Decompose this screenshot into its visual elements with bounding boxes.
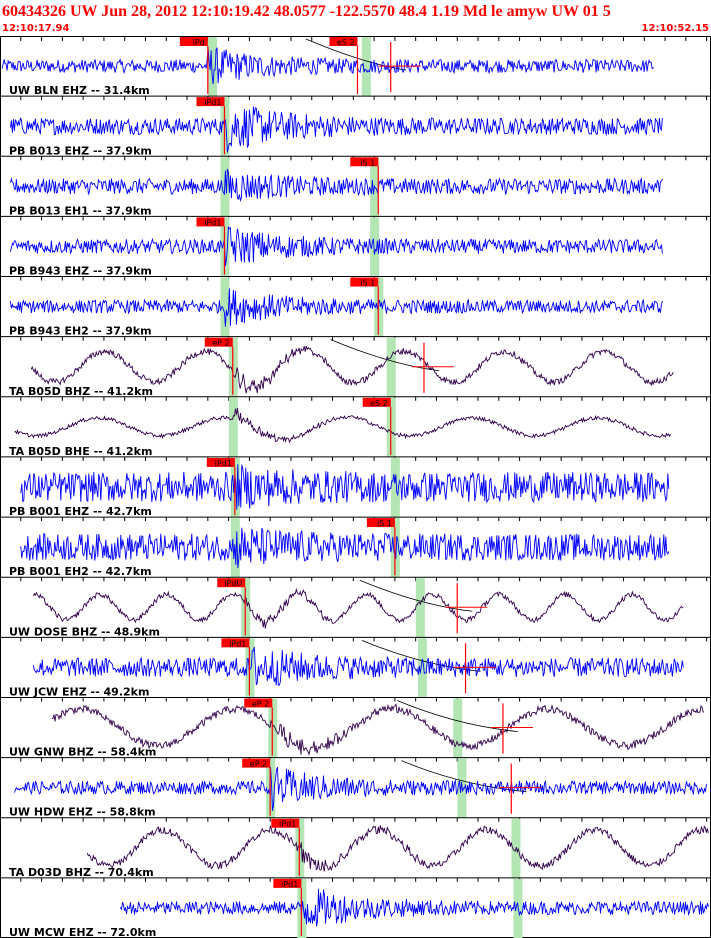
pick-box[interactable]	[244, 698, 273, 708]
pick-box[interactable]	[204, 337, 233, 347]
pick-box[interactable]	[362, 397, 391, 407]
panel-frame	[0, 36, 711, 938]
pick-label: iS 1	[360, 279, 375, 288]
pick-label: iPdU	[224, 579, 242, 588]
analysis-window	[207, 37, 217, 97]
analysis-window	[415, 578, 425, 638]
pick-box[interactable]	[179, 37, 208, 46]
predicted-curve	[359, 579, 473, 612]
pick-label: iPd1	[204, 218, 221, 227]
station-label: UW MCW EHZ -- 72.0km	[9, 926, 156, 938]
waveform-trace[interactable]	[9, 288, 663, 327]
pick-label: eP 2	[252, 699, 269, 708]
pick-label: iS 1	[377, 519, 392, 528]
pick-box[interactable]	[271, 818, 300, 828]
analysis-window	[390, 457, 400, 518]
analysis-window	[361, 37, 371, 97]
pick-box[interactable]	[273, 878, 302, 888]
pick-label: eP 2	[250, 760, 267, 769]
waveform-trace[interactable]	[86, 824, 709, 872]
station-label: UW DOSE BHZ -- 48.9km	[9, 625, 160, 638]
waveform-trace[interactable]	[14, 407, 671, 444]
seismogram-panel: iPd eS 2 UW BLN EHZ -- 31.4km iPd1 PB B013 E…	[0, 36, 711, 938]
analysis-window	[228, 397, 238, 457]
pick-box[interactable]	[329, 37, 358, 46]
analysis-window	[220, 277, 230, 337]
pick-box[interactable]	[221, 638, 250, 648]
waveform-trace[interactable]	[20, 527, 670, 569]
pick-label: eS 2	[337, 38, 355, 47]
station-label: UW HDW EHZ -- 58.8km	[9, 806, 156, 819]
waveform-trace[interactable]	[14, 766, 707, 811]
pick-label: eS 2	[370, 399, 388, 408]
predicted-curve	[305, 38, 406, 71]
pick-box[interactable]	[196, 97, 225, 107]
waveform-trace[interactable]	[1, 46, 655, 85]
pick-label: iPd1	[281, 880, 298, 889]
pick-label: eP 2	[212, 339, 229, 348]
event-title: 60434326 UW Jun 28, 2012 12:10:19.42 48.…	[2, 3, 611, 20]
station-label: UW JCW EHZ -- 49.2km	[9, 685, 149, 698]
waveform-trace[interactable]	[32, 587, 684, 629]
pick-box[interactable]	[350, 277, 379, 287]
pick-label: iPd1	[204, 98, 221, 107]
station-label: PB B001 EHZ -- 42.7km	[9, 505, 152, 518]
waveform-trace[interactable]	[120, 888, 709, 927]
waveform-trace[interactable]	[52, 703, 705, 757]
station-label: PB B013 EHZ -- 37.9km	[9, 144, 152, 157]
pick-box[interactable]	[242, 758, 271, 768]
pick-label: iS 1	[360, 158, 375, 167]
station-label: PB B013 EH1 -- 37.9km	[9, 204, 152, 217]
waveform-trace[interactable]	[20, 464, 670, 510]
station-label: TA B05D BHE -- 41.2km	[9, 445, 152, 458]
station-label: TA B05D BHZ -- 41.2km	[9, 385, 153, 398]
waveform-trace[interactable]	[32, 646, 684, 686]
waveform-trace[interactable]	[9, 168, 663, 203]
waveform-trace[interactable]	[9, 106, 663, 153]
analysis-window	[417, 638, 427, 698]
pick-label: iPd1	[215, 459, 232, 468]
pick-label: iPd	[193, 38, 205, 47]
window-start-time: 12:10:17.94	[2, 23, 70, 34]
predicted-curve	[330, 339, 440, 372]
pick-box[interactable]	[366, 518, 395, 528]
pick-box[interactable]	[217, 578, 246, 588]
station-label: UW BLN EHZ -- 31.4km	[9, 84, 150, 97]
station-label: PB B943 EH2 -- 37.9km	[9, 325, 152, 338]
waveform-trace[interactable]	[9, 226, 663, 266]
pick-label: iPd1	[279, 820, 296, 829]
window-end-time: 12:10:52.15	[641, 23, 709, 34]
pick-label: iPd1	[229, 639, 246, 648]
predicted-curve	[401, 760, 527, 793]
analysis-window	[386, 337, 396, 397]
station-label: PB B001 EH2 -- 42.7km	[9, 565, 152, 578]
analysis-window	[453, 698, 463, 758]
analysis-window	[370, 217, 380, 277]
waveform-trace[interactable]	[30, 345, 674, 394]
station-label: PB B943 EHZ -- 37.9km	[9, 265, 152, 278]
pick-box[interactable]	[350, 157, 379, 167]
station-label: UW GNW BHZ -- 58.4km	[9, 746, 156, 759]
station-label: TA D03D BHZ -- 70.4km	[9, 866, 154, 879]
predicted-curve	[397, 700, 518, 732]
pick-box[interactable]	[196, 217, 225, 227]
pick-box[interactable]	[206, 457, 235, 467]
